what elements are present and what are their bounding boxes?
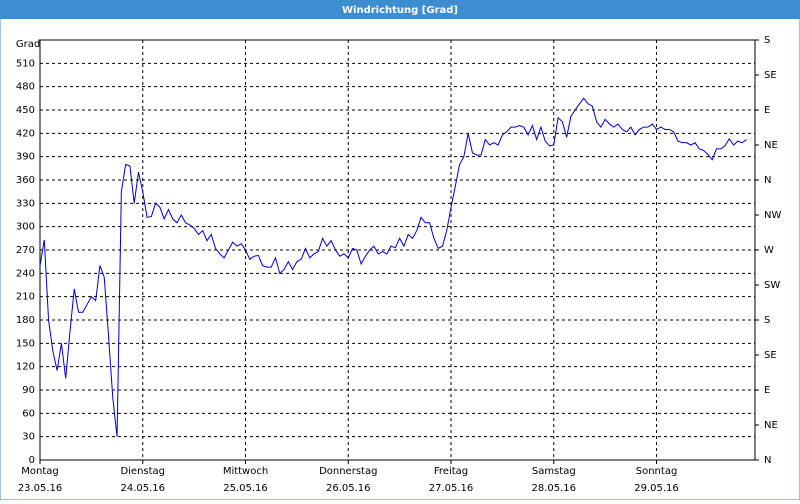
x-tick-label: Mittwoch xyxy=(223,466,268,477)
x-tick-date: 23.05.16 xyxy=(18,483,63,494)
y-tick-label: 150 xyxy=(16,338,35,349)
y2-tick-label: E xyxy=(764,105,770,116)
y2-tick-label: W xyxy=(764,245,774,256)
x-tick-label: Montag xyxy=(21,466,58,477)
x-tick-date: 24.05.16 xyxy=(120,483,165,494)
y-tick-label: 390 xyxy=(16,152,35,163)
y2-tick-label: NE xyxy=(764,420,778,431)
y-tick-label: 0 xyxy=(29,455,35,466)
y-tick-label: 270 xyxy=(16,245,35,256)
x-tick-label: Donnerstag xyxy=(319,466,377,477)
x-tick-label: Samstag xyxy=(532,466,576,477)
y2-tick-label: N xyxy=(764,455,771,466)
y2-tick-label: S xyxy=(764,35,770,46)
chart-title: Windrichtung [Grad] xyxy=(342,5,458,16)
x-tick-label: Sonntag xyxy=(636,466,678,477)
y-tick-label: 210 xyxy=(16,292,35,303)
y-tick-label: 480 xyxy=(16,82,35,93)
y2-tick-label: SW xyxy=(764,280,780,291)
y2-tick-label: SE xyxy=(764,70,777,81)
data-line xyxy=(39,97,747,437)
x-tick-date: 27.05.16 xyxy=(429,483,474,494)
x-tick-date: 29.05.16 xyxy=(634,483,679,494)
y-tick-label: 240 xyxy=(16,268,35,279)
y2-tick-label: SE xyxy=(764,350,777,361)
x-tick-date: 28.05.16 xyxy=(532,483,577,494)
y-tick-label: 180 xyxy=(16,315,35,326)
y-tick-label: 120 xyxy=(16,362,35,373)
y-tick-label: 60 xyxy=(22,408,35,419)
y-tick-label: 360 xyxy=(16,175,35,186)
x-tick-date: 26.05.16 xyxy=(326,483,371,494)
y2-tick-label: E xyxy=(764,385,770,396)
y-tick-label: 510 xyxy=(16,58,35,69)
y-tick-label: 90 xyxy=(22,385,35,396)
y-tick-label: 330 xyxy=(16,198,35,209)
y-tick-label: 300 xyxy=(16,222,35,233)
x-tick-date: 25.05.16 xyxy=(223,483,268,494)
title-bar xyxy=(0,0,800,19)
x-tick-label: Freitag xyxy=(434,466,468,477)
y-tick-label: 450 xyxy=(16,105,35,116)
y2-tick-label: N xyxy=(764,175,771,186)
y2-tick-label: NW xyxy=(764,210,781,221)
y-tick-label: 420 xyxy=(16,128,35,139)
y-axis-label: Grad xyxy=(16,39,40,50)
y-tick-label: 30 xyxy=(22,432,35,443)
y2-tick-label: S xyxy=(764,315,770,326)
x-tick-label: Dienstag xyxy=(120,466,165,477)
y2-tick-label: NE xyxy=(764,140,778,151)
